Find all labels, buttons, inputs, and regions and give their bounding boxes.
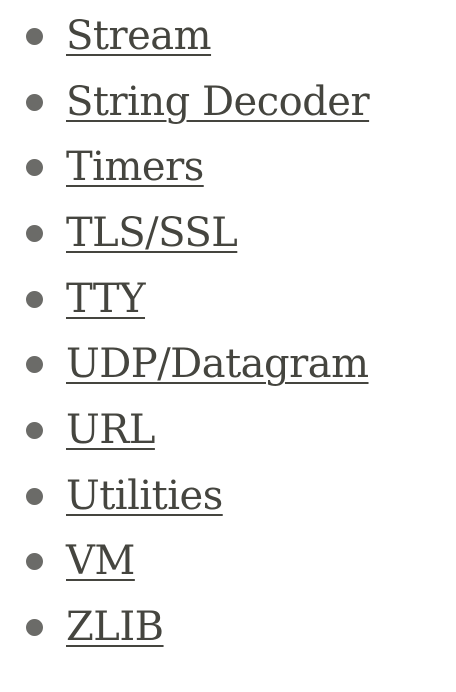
list-item: Utilities <box>0 463 456 529</box>
bullet-icon <box>26 27 43 45</box>
link-tty[interactable]: TTY <box>66 275 146 322</box>
bullet-icon <box>26 356 43 374</box>
list-item: URL <box>0 397 456 463</box>
bullet-icon <box>26 93 43 111</box>
list-item: TTY <box>0 266 456 332</box>
bullet-icon <box>26 421 43 439</box>
link-utilities[interactable]: Utilities <box>66 472 223 519</box>
list-item: UDP/Datagram <box>0 331 456 397</box>
link-vm[interactable]: VM <box>66 538 135 585</box>
link-url[interactable]: URL <box>66 406 155 453</box>
link-udp-datagram[interactable]: UDP/Datagram <box>66 341 369 388</box>
api-docs-nav-list: Stream String Decoder Timers TLS/SSL TTY… <box>0 3 456 660</box>
list-item: ZLIB <box>0 594 456 660</box>
link-tls-ssl[interactable]: TLS/SSL <box>66 209 238 256</box>
list-item: Stream <box>0 3 456 69</box>
list-item: TLS/SSL <box>0 200 456 266</box>
link-zlib[interactable]: ZLIB <box>66 604 164 651</box>
bullet-icon <box>26 553 43 571</box>
list-item: VM <box>0 529 456 595</box>
link-timers[interactable]: Timers <box>66 144 204 191</box>
bullet-icon <box>26 224 43 242</box>
bullet-icon <box>26 290 43 308</box>
link-string-decoder[interactable]: String Decoder <box>66 78 370 125</box>
list-item: Timers <box>0 134 456 200</box>
bullet-icon <box>26 487 43 505</box>
link-stream[interactable]: Stream <box>66 12 212 59</box>
list-item: String Decoder <box>0 69 456 135</box>
bullet-icon <box>26 619 43 637</box>
bullet-icon <box>26 159 43 177</box>
